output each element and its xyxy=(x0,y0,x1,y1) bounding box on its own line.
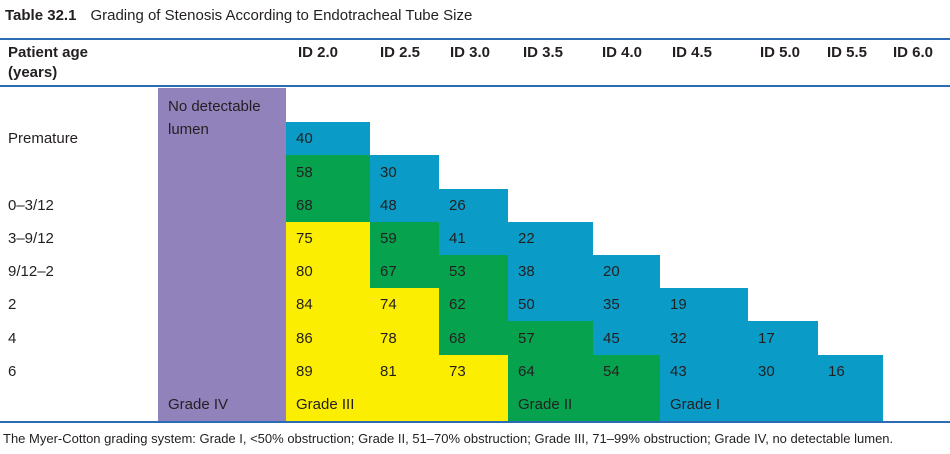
row-label-premature: Premature xyxy=(8,130,79,147)
table-cell: 43 xyxy=(660,355,748,388)
table-cell: 16 xyxy=(818,355,883,388)
table-cell: 53 xyxy=(439,255,508,288)
table-caption: Grading of Stenosis According to Endotra… xyxy=(90,7,473,24)
table-footnote: The Myer-Cotton grading system: Grade I,… xyxy=(3,431,894,446)
row-label-3-9-12: 3–9/12 xyxy=(8,230,54,247)
table-cell: 38 xyxy=(508,255,593,288)
table-cell: 89 xyxy=(286,355,370,388)
divider-bottom xyxy=(0,421,950,423)
table-cell: 58 xyxy=(286,155,370,189)
table-cell: 67 xyxy=(370,255,439,288)
table-cell: 41 xyxy=(439,222,508,255)
table-cell: 68 xyxy=(286,189,370,222)
table-cell: 73 xyxy=(439,355,508,388)
table-cell: 35 xyxy=(593,288,660,321)
col-header-id-3-5: ID 3.5 xyxy=(523,44,564,61)
table-cell: 48 xyxy=(370,189,439,222)
table-cell: 19 xyxy=(660,288,748,321)
divider-header xyxy=(0,85,950,87)
col-header-id-2-0: ID 2.0 xyxy=(298,44,339,61)
grade-iv-column: No detectable lumen Grade IV xyxy=(158,88,286,421)
table-cell: 17 xyxy=(748,321,818,355)
table-cell: 74 xyxy=(370,288,439,321)
row-label-4: 4 xyxy=(8,329,17,347)
table-cell: 20 xyxy=(593,255,660,288)
col-header-id-3-0: ID 3.0 xyxy=(450,44,491,61)
col-header-id-5-0: ID 5.0 xyxy=(760,44,801,61)
patient-age-line1: Patient age xyxy=(8,44,89,61)
col-header-id-4-0: ID 4.0 xyxy=(602,44,643,61)
grade-iii-label: Grade III xyxy=(286,388,508,421)
row-label-6: 6 xyxy=(8,363,17,380)
row-label-2: 2 xyxy=(8,296,17,313)
table-cell: 62 xyxy=(439,288,508,321)
row-label-0-3-12: 0–3/12 xyxy=(8,197,54,214)
col-header-id-2-5: ID 2.5 xyxy=(380,44,421,61)
table-title: Table 32.1 Grading of Stenosis According … xyxy=(5,7,472,24)
table-cell: 45 xyxy=(593,321,660,355)
table-cell: 32 xyxy=(660,321,748,355)
no-detectable-lumen-label: No detectable lumen xyxy=(168,98,261,138)
table-cell: 22 xyxy=(508,222,593,255)
table-cell: 86 xyxy=(286,321,370,355)
table-cell: 68 xyxy=(439,321,508,355)
grade-i-label: Grade I xyxy=(660,388,883,421)
col-header-id-6-0: ID 6.0 xyxy=(893,44,934,61)
table-cell: 59 xyxy=(370,222,439,255)
patient-age-header: Patient age (years) xyxy=(8,43,88,83)
table-cell: 57 xyxy=(508,321,593,355)
table-cell: 64 xyxy=(508,355,593,388)
col-header-id-5-5: ID 5.5 xyxy=(827,44,868,61)
table-cell: 81 xyxy=(370,355,439,388)
grade-ii-label: Grade II xyxy=(508,388,660,421)
table-cell: 30 xyxy=(370,155,439,189)
table-cell: 50 xyxy=(508,288,593,321)
patient-age-line2: (years) xyxy=(8,64,58,81)
table-cell: 30 xyxy=(748,355,818,388)
table-cell: 80 xyxy=(286,255,370,288)
table-cell: 40 xyxy=(286,122,370,155)
table-cell: 54 xyxy=(593,355,660,388)
table-cell: 84 xyxy=(286,288,370,321)
divider-top xyxy=(0,38,950,40)
table-cell: 78 xyxy=(370,321,439,355)
grade-iv-label: Grade IV xyxy=(168,396,229,413)
row-label-9-12-2: 9/12–2 xyxy=(8,263,54,280)
table-cell: 26 xyxy=(439,189,508,222)
table-number: Table 32.1 xyxy=(5,7,77,24)
col-header-id-4-5: ID 4.5 xyxy=(672,44,713,61)
table-cell: 75 xyxy=(286,222,370,255)
